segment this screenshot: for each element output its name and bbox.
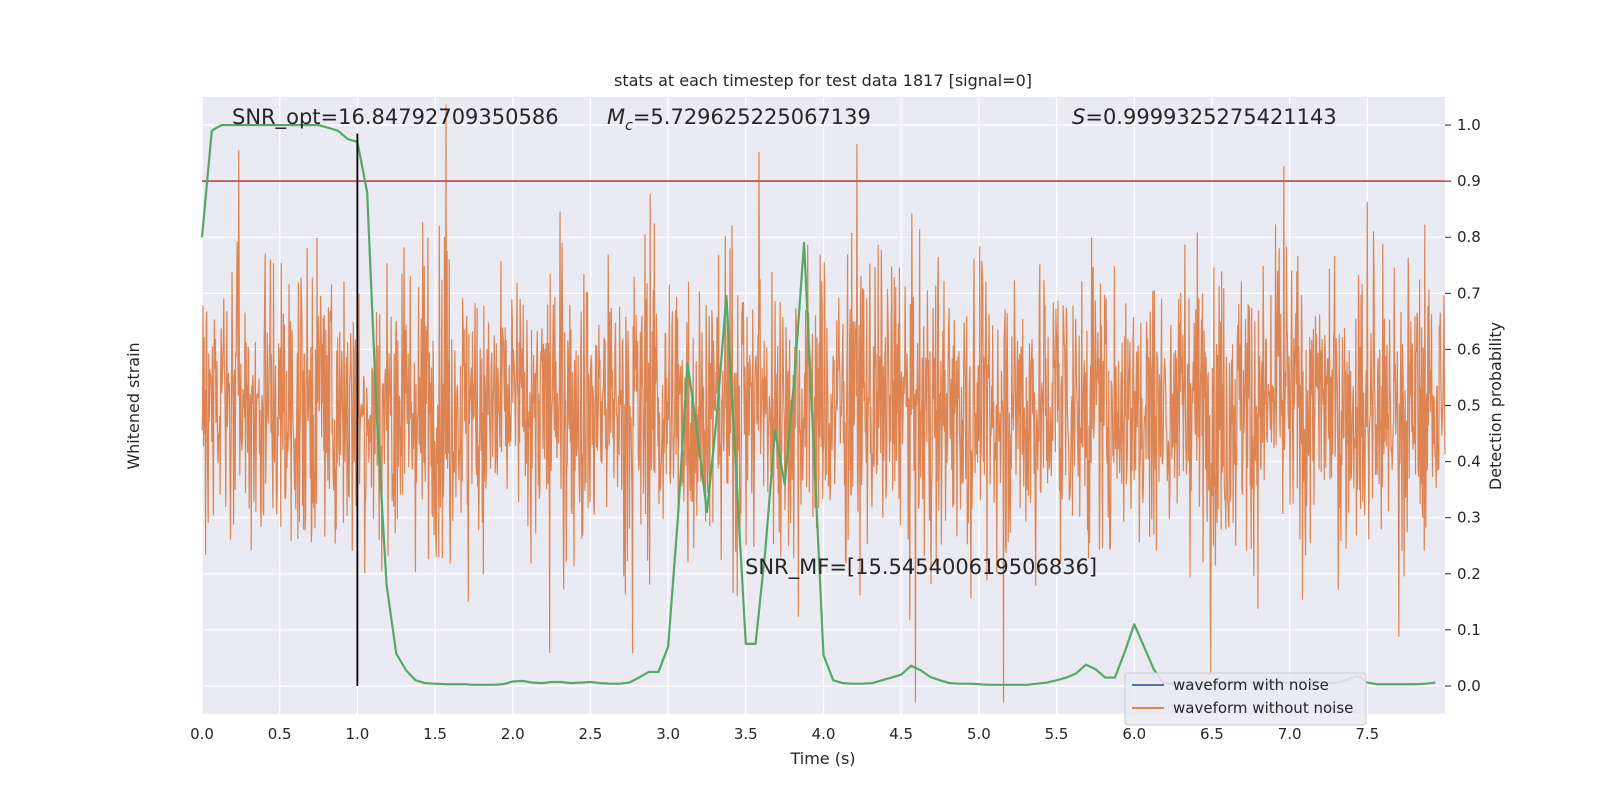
x-tick-label: 5.0 (967, 725, 991, 743)
s-symbol: S (1072, 105, 1085, 129)
s-value: =0.9999325275421143 (1085, 105, 1336, 129)
x-tick-label: 3.5 (734, 725, 758, 743)
y-tick-labels: 0.0 0.1 0.2 0.3 0.4 0.5 0.6 0.7 0.8 0.9 1.0 (1445, 116, 1481, 695)
y-axis-label-left: Whitened strain (124, 342, 143, 469)
x-axis-label: Time (s) (789, 749, 855, 768)
y-tick-label: 1.0 (1457, 116, 1481, 134)
chirp-mass-value: =5.729625225067139 (633, 105, 871, 129)
x-tick-label: 5.5 (1045, 725, 1069, 743)
y-tick-label: 0.4 (1457, 453, 1481, 471)
x-tick-label: 1.5 (423, 725, 447, 743)
chart-title: stats at each timestep for test data 181… (614, 71, 1032, 90)
x-tick-label: 3.0 (656, 725, 680, 743)
x-tick-label: 4.5 (889, 725, 913, 743)
x-tick-labels: 0.0 0.5 1.0 1.5 2.0 2.5 3.0 3.5 4.0 4.5 5.0 5.5 6.0 6… (190, 725, 1379, 743)
x-tick-label: 4.0 (812, 725, 836, 743)
y-tick-label: 0.9 (1457, 172, 1481, 190)
s-annotation: S=0.9999325275421143 (1072, 105, 1337, 129)
x-tick-label: 0.5 (268, 725, 292, 743)
x-tick-label: 7.0 (1278, 725, 1302, 743)
x-tick-label: 6.0 (1122, 725, 1146, 743)
x-tick-label: 1.0 (345, 725, 369, 743)
x-tick-label: 0.0 (190, 725, 214, 743)
chirp-mass-symbol: M (607, 105, 625, 129)
y-tick-label: 0.0 (1457, 677, 1481, 695)
y-tick-label: 0.1 (1457, 621, 1481, 639)
legend-label-with-noise: waveform with noise (1173, 676, 1329, 694)
y-tick-label: 0.3 (1457, 509, 1481, 527)
legend-box (1124, 672, 1367, 726)
legend: waveform with noise waveform without noi… (1124, 672, 1367, 726)
y-tick-label: 0.6 (1457, 340, 1481, 358)
y-tick-label: 0.2 (1457, 565, 1481, 583)
legend-label-without-noise: waveform without noise (1173, 699, 1353, 717)
y-tick-label: 0.7 (1457, 284, 1481, 302)
waveform-without-noise-line (201, 104, 1446, 703)
y-tick-label: 0.8 (1457, 228, 1481, 246)
y-tick-label: 0.5 (1457, 397, 1481, 415)
chirp-mass-subscript: c (625, 118, 633, 134)
snr-mf-annotation: SNR_MF=[15.545400619506836] (745, 555, 1097, 580)
x-tick-label: 7.5 (1355, 725, 1379, 743)
chirp-mass-annotation: Mc=5.729625225067139 (607, 105, 871, 134)
snr-opt-annotation: SNR_opt=16.84792709350586 (232, 105, 559, 130)
x-tick-label: 2.0 (501, 725, 525, 743)
y-axis-label-right: Detection probability (1486, 322, 1505, 490)
x-tick-label: 2.5 (579, 725, 603, 743)
x-tick-label: 6.5 (1200, 725, 1224, 743)
strain-series-group (201, 104, 1446, 703)
